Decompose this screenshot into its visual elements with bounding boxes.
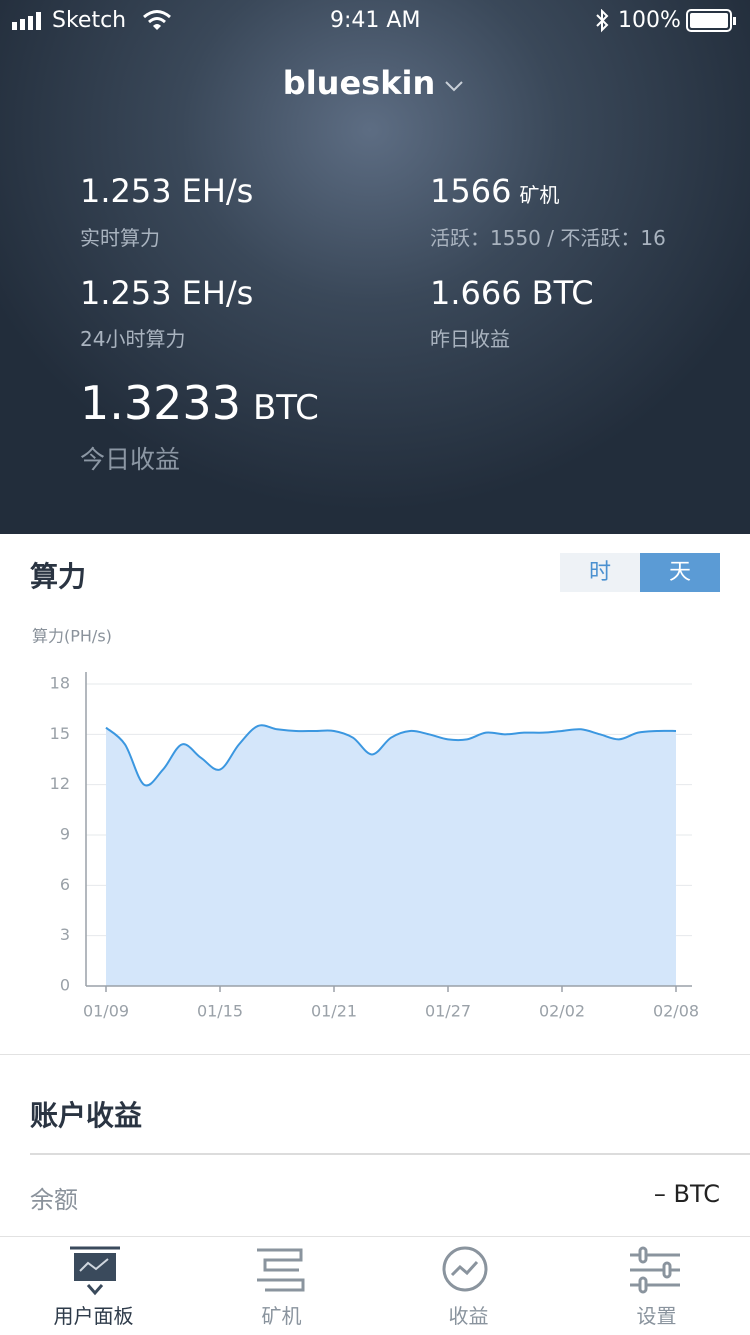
stat-label: 实时算力 <box>80 226 160 250</box>
section-title: 算力 <box>30 560 87 593</box>
chart: 算力(PH/s) 0 3 6 9 12 15 18 01/09 01/15 01/21 01/27 0… <box>32 627 699 1021</box>
settings-icon <box>630 1246 680 1294</box>
dashboard-icon <box>70 1246 120 1296</box>
tab-label[interactable]: 用户面板 <box>53 1304 134 1328</box>
tab-label[interactable]: 设置 <box>636 1304 677 1328</box>
line <box>105 724 677 787</box>
account-name: blueskin <box>282 64 436 102</box>
x-tick-label: 02/08 <box>653 1002 699 1021</box>
stat-value: 1.253 EH/s <box>80 172 254 210</box>
y-tick-label: 3 <box>60 925 70 944</box>
x-tick-label: 01/09 <box>83 1002 129 1021</box>
tab-label[interactable]: 矿机 <box>261 1304 302 1328</box>
stat-label: 今日收益 <box>80 445 181 474</box>
divider <box>30 1153 750 1155</box>
miner-icon <box>257 1248 305 1292</box>
divider <box>0 1054 750 1055</box>
stat-value: 1.666 BTC <box>430 274 594 312</box>
wifi-icon <box>143 10 171 30</box>
battery-icon <box>686 9 736 32</box>
stat-label: 活跃：1550 / 不活跃：16 <box>430 226 666 250</box>
signal-icon <box>12 12 41 30</box>
y-tick-label: 6 <box>60 875 70 894</box>
bluetooth-icon <box>596 9 609 33</box>
y-tick-label: 0 <box>60 976 70 995</box>
section-title: 账户收益 <box>30 1099 143 1132</box>
battery-level: 100% <box>618 8 681 33</box>
area-fill <box>106 725 676 986</box>
toggle-day[interactable]: 天 <box>640 553 720 592</box>
tab-label[interactable]: 收益 <box>448 1304 489 1328</box>
header: Sketch 9:41 AM 100% blueskin 1.253 EH/s 实… <box>0 0 750 534</box>
y-axis-label: 算力(PH/s) <box>32 627 112 646</box>
stat-value: 1.253 EH/s <box>80 274 254 312</box>
toggle-hour[interactable]: 时 <box>560 553 640 592</box>
y-tick-label: 18 <box>50 674 70 693</box>
x-tick-label: 01/27 <box>425 1002 471 1021</box>
y-tick-label: 15 <box>50 724 70 743</box>
stat-label: 24小时算力 <box>80 327 186 351</box>
row-value: – BTC <box>653 1180 720 1208</box>
dropdown-icon <box>445 81 463 92</box>
earnings-icon <box>442 1246 488 1292</box>
account-switcher[interactable]: blueskin <box>0 64 750 102</box>
row-label: 余额 <box>30 1186 78 1214</box>
x-tick-label: 01/15 <box>197 1002 243 1021</box>
stat-label: 昨日收益 <box>430 327 510 351</box>
x-tick-label: 01/21 <box>311 1002 357 1021</box>
clock: 9:41 AM <box>330 8 421 33</box>
x-tick-label: 02/02 <box>539 1002 585 1021</box>
y-tick-label: 12 <box>50 774 70 793</box>
stat-value: 1.3233 BTC <box>80 376 319 430</box>
carrier: Sketch <box>52 8 127 33</box>
tab-bar <box>0 1236 750 1335</box>
stat-value: 1566 矿机 <box>430 172 560 210</box>
y-tick-label: 9 <box>60 825 70 844</box>
